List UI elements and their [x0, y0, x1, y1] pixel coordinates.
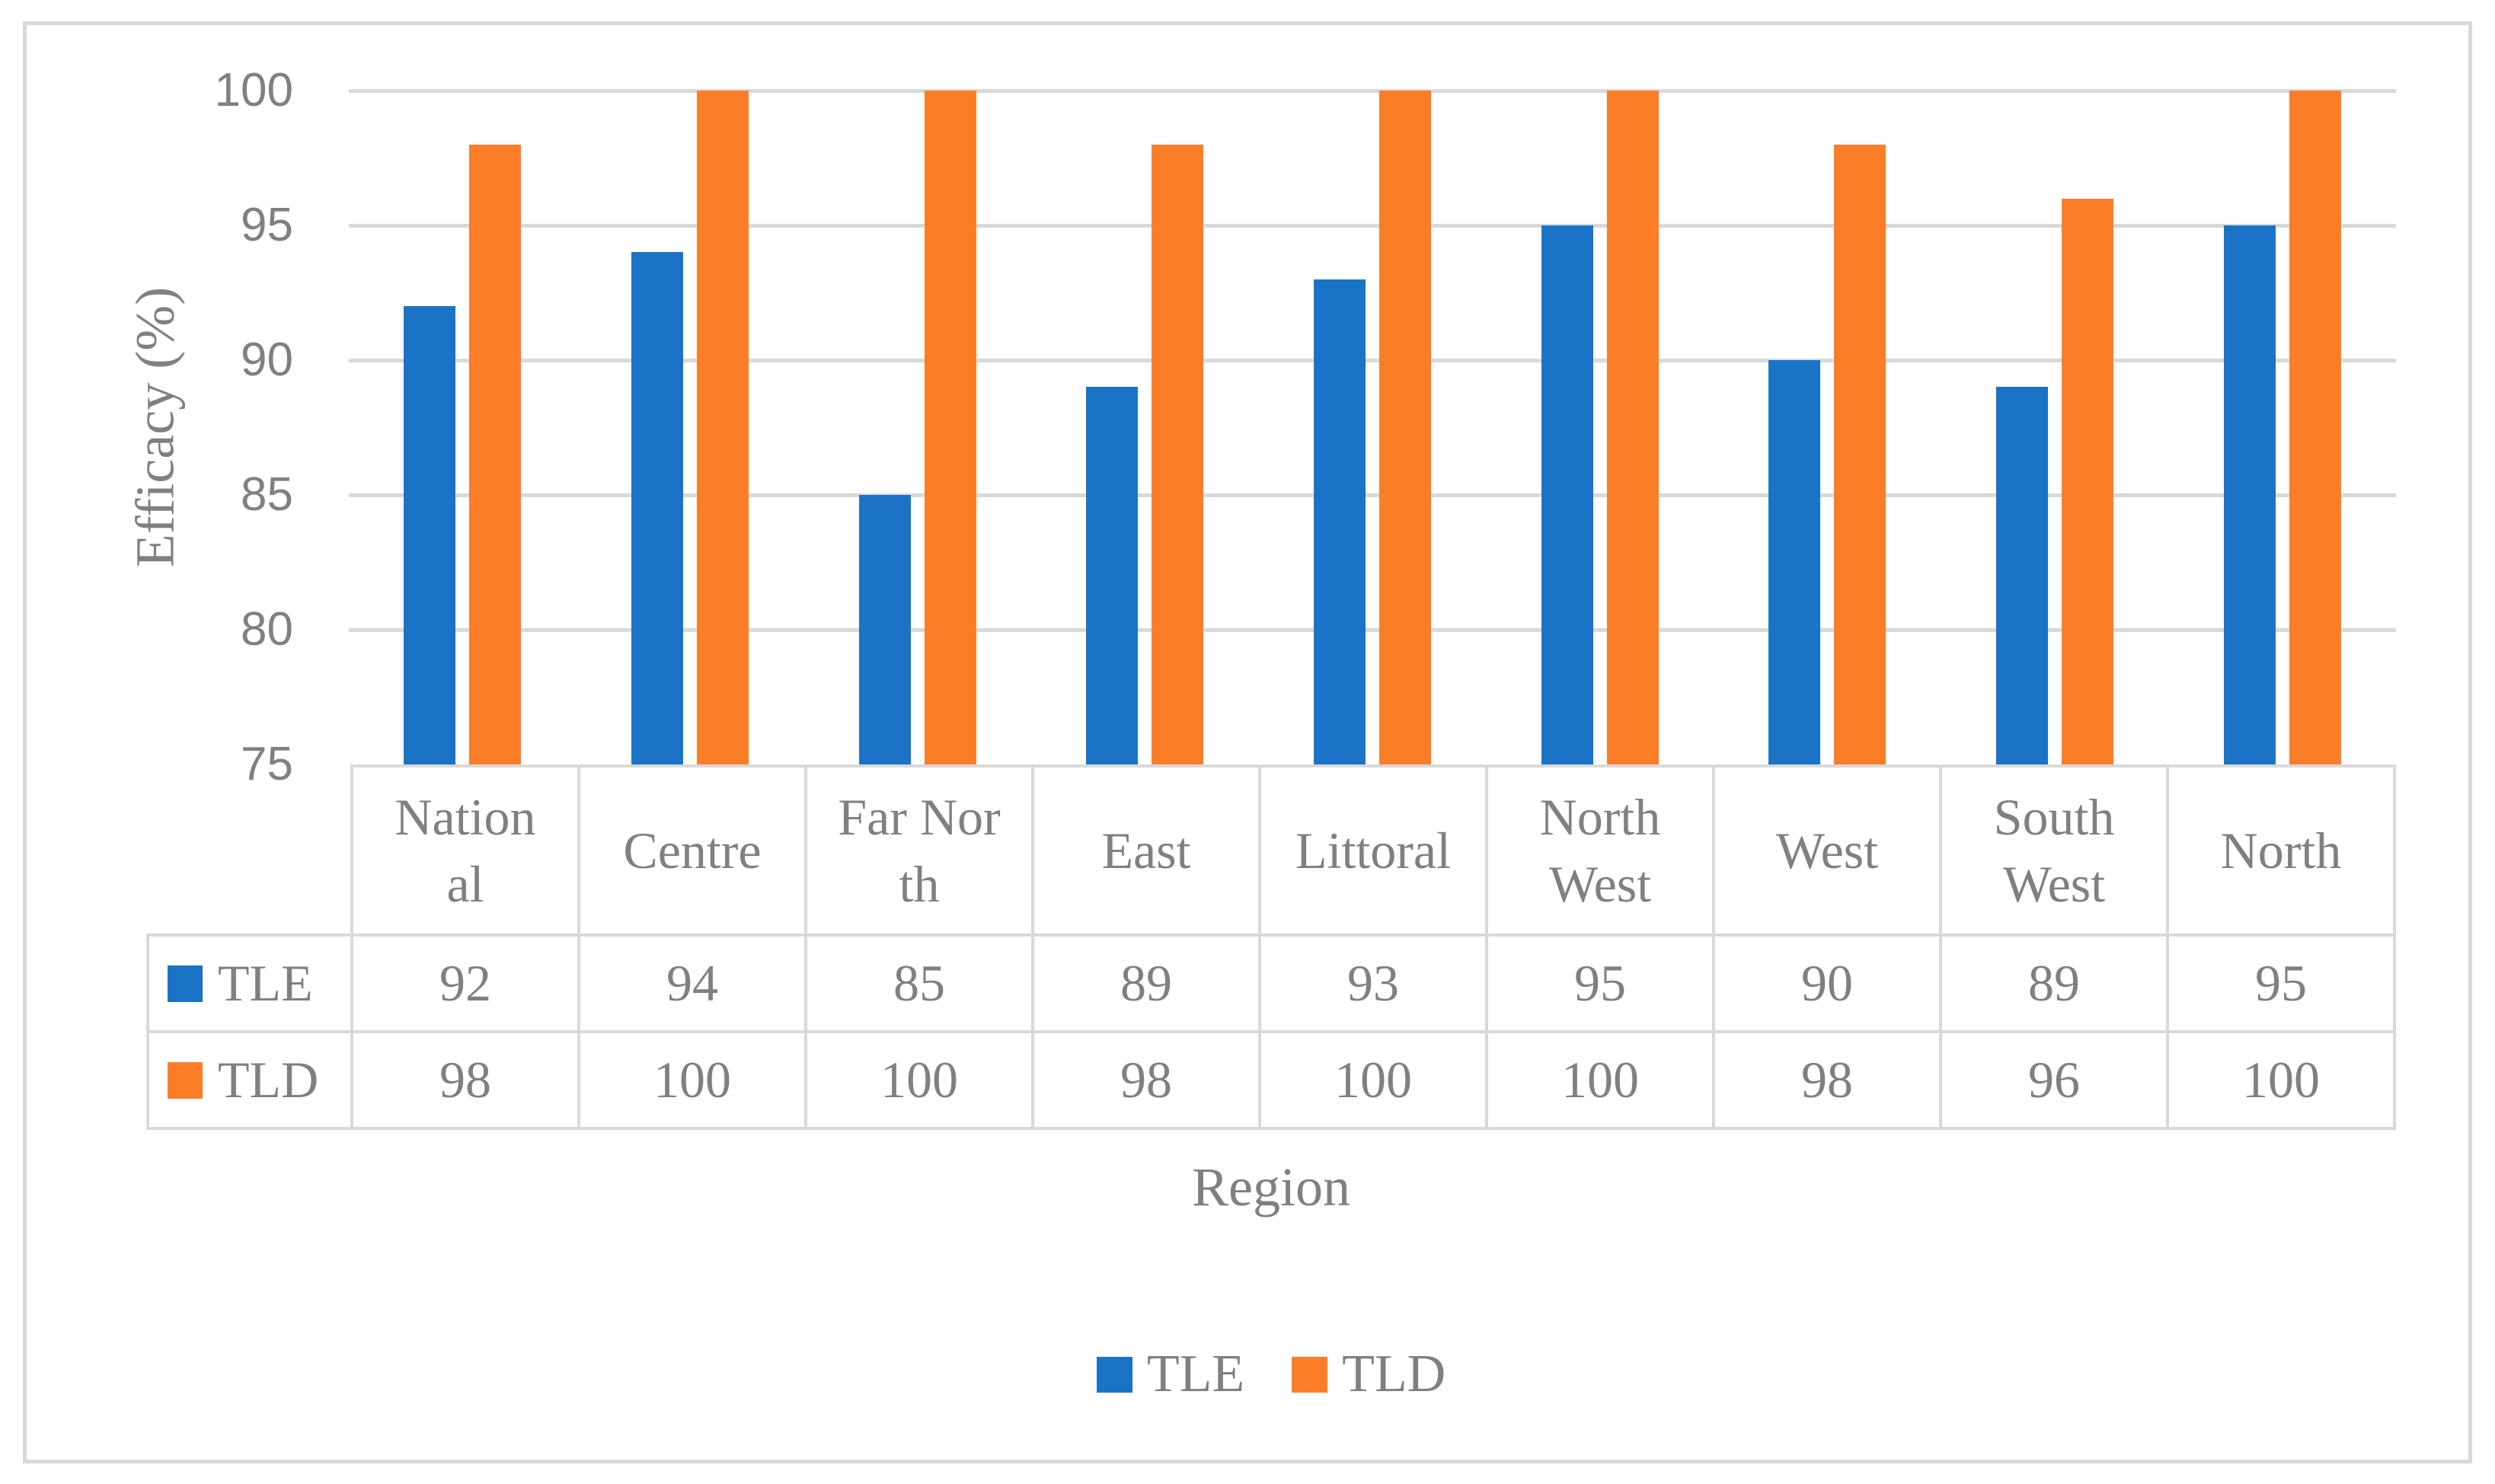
bar-tld-far-north — [924, 91, 976, 764]
value-cell-tld-north-west: 100 — [1485, 1030, 1715, 1130]
gridline-100 — [349, 88, 2396, 93]
series-label-tld: TLD — [218, 1051, 319, 1109]
value-cell-tld-east: 98 — [1031, 1030, 1261, 1130]
gridline-95 — [349, 223, 2396, 228]
bar-tle-north-west — [1541, 225, 1593, 764]
tle-legend-swatch-icon — [1096, 1356, 1132, 1393]
value-cell-tld-far-north: 100 — [804, 1030, 1034, 1130]
bar-tle-north — [2223, 225, 2276, 764]
value-cell-tle-west: 90 — [1712, 933, 1942, 1033]
series-label-tle: TLE — [218, 954, 313, 1012]
bar-tld-east — [1152, 144, 1204, 764]
value-cell-tle-littoral: 93 — [1258, 933, 1488, 1033]
bar-tld-littoral — [1379, 91, 1431, 764]
legend-label-tld: TLD — [1342, 1345, 1446, 1403]
value-cell-tle-east: 89 — [1031, 933, 1261, 1033]
value-cell-tle-north: 95 — [2166, 933, 2396, 1033]
bar-tld-south-west — [2062, 198, 2113, 764]
legend-key-cell-tld: TLD — [146, 1030, 353, 1130]
bar-tle-east — [1086, 387, 1139, 764]
header-cell-national: National — [350, 764, 580, 937]
data-table: National Centre Far North East Littoral North… — [146, 764, 2396, 1130]
value-cell-tld-national: 98 — [350, 1030, 580, 1130]
y-axis-title: Efficacy (%) — [124, 286, 186, 568]
bar-tle-far-north — [858, 495, 911, 764]
y-tick-label-100: 100 — [214, 64, 293, 116]
table-corner-blank — [148, 766, 353, 937]
value-cell-tld-south-west: 96 — [1939, 1030, 2169, 1130]
header-cell-east: East — [1031, 764, 1261, 937]
header-cell-centre: Centre — [577, 764, 807, 937]
legend-item-tld: TLD — [1292, 1348, 1446, 1401]
bar-tld-north-west — [1606, 91, 1659, 764]
bar-tld-west — [1834, 144, 1886, 764]
header-cell-south-west: South West — [1939, 764, 2169, 937]
bar-tld-national — [469, 144, 522, 764]
bar-tld-north — [2289, 91, 2341, 764]
header-cell-west: West — [1712, 764, 1942, 937]
bar-tle-littoral — [1314, 279, 1366, 764]
tld-key-swatch-icon — [168, 1061, 203, 1099]
value-cell-tle-national: 92 — [350, 933, 580, 1033]
y-tick-label-85: 85 — [241, 468, 293, 521]
y-tick-label-80: 80 — [241, 603, 293, 656]
header-cell-north-west: North West — [1485, 764, 1715, 937]
bar-tle-centre — [631, 252, 683, 764]
x-axis-title: Region — [1192, 1157, 1350, 1218]
figure-border — [23, 21, 2472, 1463]
y-tick-label-95: 95 — [241, 199, 293, 251]
value-cell-tle-north-west: 95 — [1485, 933, 1715, 1033]
bar-tld-centre — [697, 91, 749, 764]
value-cell-tle-far-north: 85 — [804, 933, 1034, 1033]
value-cell-tld-centre: 100 — [577, 1030, 807, 1130]
value-cell-tld-littoral: 100 — [1258, 1030, 1488, 1130]
bar-tle-south-west — [1996, 387, 2048, 764]
header-cell-littoral: Littoral — [1258, 764, 1488, 937]
y-tick-label-90: 90 — [241, 334, 293, 386]
legend-item-tle: TLE — [1096, 1345, 1245, 1403]
value-cell-tle-south-west: 89 — [1939, 933, 2169, 1033]
gridline-85 — [349, 493, 2396, 497]
header-cell-far-north: Far North — [804, 764, 1034, 937]
legend-label-tle: TLE — [1146, 1345, 1245, 1403]
bar-tle-national — [404, 306, 456, 764]
gridline-90 — [349, 358, 2396, 362]
tle-key-swatch-icon — [168, 965, 203, 1002]
bar-tle-west — [1768, 360, 1821, 764]
value-cell-tle-centre: 94 — [577, 933, 807, 1033]
tld-legend-swatch-icon — [1292, 1356, 1328, 1393]
header-cell-north: North — [2166, 764, 2396, 937]
legend: TLE TLD — [146, 1348, 2396, 1401]
value-cell-tld-north: 100 — [2166, 1030, 2396, 1130]
value-cell-tld-west: 98 — [1712, 1030, 1942, 1130]
legend-key-cell-tle: TLE — [146, 933, 353, 1033]
gridline-80 — [349, 627, 2396, 632]
